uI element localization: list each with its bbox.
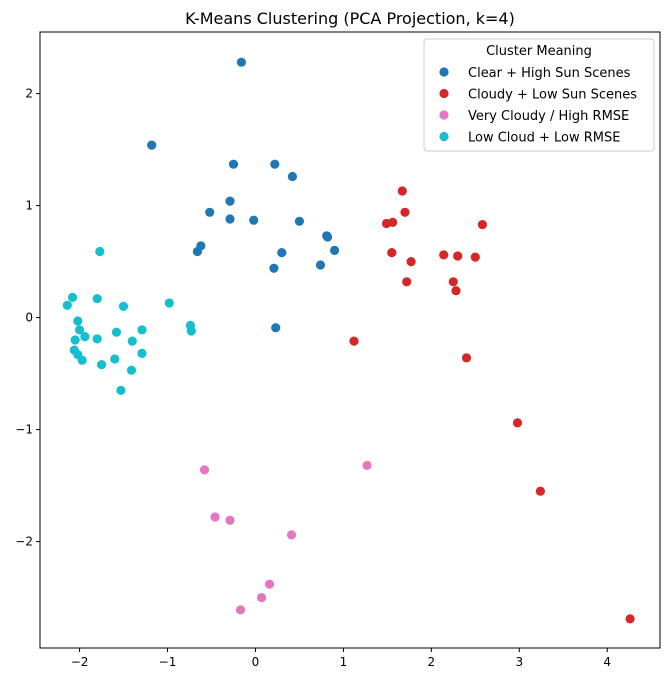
data-point: [625, 614, 635, 624]
chart-title: K-Means Clustering (PCA Projection, k=4): [185, 9, 515, 28]
data-point: [397, 186, 407, 196]
data-point: [402, 277, 412, 287]
legend-box: [423, 38, 655, 152]
data-point: [349, 336, 359, 346]
data-point: [362, 460, 372, 470]
data-point: [111, 327, 122, 337]
data-point: [225, 515, 235, 525]
data-point: [406, 257, 416, 267]
data-point: [137, 325, 147, 335]
data-point: [62, 300, 72, 310]
x-tick-label: 1: [340, 655, 348, 669]
data-point: [147, 140, 157, 150]
data-point: [477, 220, 487, 230]
data-point: [287, 171, 297, 182]
legend-label: Cloudy + Low Sun Scenes: [468, 88, 637, 103]
data-point: [264, 579, 275, 589]
legend: Cluster Meaning Clear + High Sun Scenes Cl…: [423, 38, 655, 152]
x-tick-label: 0: [252, 655, 260, 669]
data-point: [257, 593, 267, 603]
data-point: [192, 246, 202, 257]
data-point: [70, 335, 80, 345]
legend-title: Cluster Meaning: [486, 44, 592, 59]
data-point: [110, 354, 120, 364]
data-point: [400, 207, 410, 217]
data-point: [271, 323, 281, 333]
y-tick-label: −2: [15, 535, 33, 549]
data-point: [127, 336, 137, 346]
data-point: [137, 348, 147, 358]
data-point: [286, 530, 297, 540]
data-point: [77, 355, 87, 365]
data-point: [448, 277, 458, 287]
x-tick-label: 2: [428, 655, 436, 669]
legend-label: Very Cloudy / High RMSE: [468, 109, 629, 124]
data-point: [186, 326, 196, 336]
data-point: [388, 217, 398, 227]
data-point: [67, 292, 78, 302]
data-point: [116, 385, 126, 395]
data-point: [270, 159, 280, 169]
legend-marker: [439, 67, 449, 77]
data-point: [512, 418, 523, 428]
y-tick-label: 1: [25, 199, 33, 213]
y-tick-label: 0: [25, 311, 33, 325]
data-point: [126, 365, 137, 375]
data-point: [164, 298, 174, 308]
data-point: [80, 332, 90, 342]
data-point: [97, 360, 107, 370]
axes-frame: [39, 31, 661, 649]
legend-label: Low Cloud + Low RMSE: [468, 131, 620, 146]
x-tick-label: −1: [159, 655, 177, 669]
data-point: [92, 294, 102, 304]
y-tick-label: −1: [15, 423, 33, 437]
data-point: [73, 316, 83, 326]
data-point: [199, 465, 210, 475]
data-point: [118, 301, 129, 311]
data-point: [92, 334, 102, 344]
x-tick-label: 3: [515, 655, 523, 669]
axes: −2 −1 0 1 2 3 4 −2 −1 0 1 2: [15, 31, 661, 669]
x-tick-label: 4: [603, 655, 611, 669]
data-point: [75, 325, 85, 335]
data-point: [387, 248, 397, 258]
data-point: [249, 215, 259, 225]
data-point: [330, 245, 340, 255]
data-point: [225, 214, 235, 224]
data-point: [235, 605, 246, 615]
data-point: [439, 250, 449, 260]
data-point: [294, 216, 304, 226]
legend-marker: [439, 88, 449, 99]
data-point: [205, 207, 215, 217]
data-point: [228, 159, 239, 169]
y-tick-label: 2: [25, 87, 33, 101]
data-point: [225, 196, 235, 206]
data-point: [277, 248, 287, 258]
data-point: [323, 232, 333, 242]
data-point: [470, 252, 480, 262]
data-point: [210, 512, 220, 522]
data-point: [315, 260, 326, 270]
data-point: [451, 286, 461, 296]
data-point: [453, 251, 463, 261]
x-tick-label: −2: [71, 655, 89, 669]
data-point: [95, 246, 105, 257]
data-point: [269, 263, 279, 273]
data-point: [461, 353, 472, 363]
data-point: [236, 57, 246, 67]
legend-marker: [439, 131, 449, 142]
legend-marker: [439, 110, 449, 120]
data-point: [535, 486, 546, 496]
plot-area: [62, 57, 635, 624]
legend-label: Clear + High Sun Scenes: [468, 66, 631, 81]
